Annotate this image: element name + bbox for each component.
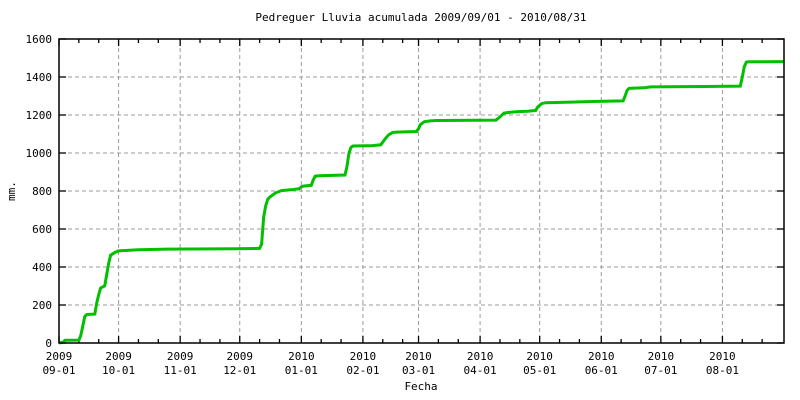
plot-border (58, 38, 785, 344)
data-series (58, 60, 785, 345)
x-tick-label-year: 2010 (288, 350, 315, 363)
x-tick-label-year: 2010 (350, 350, 377, 363)
x-axis-label: Fecha (404, 380, 437, 393)
x-tick-label-date: 11-01 (164, 364, 197, 377)
y-tick-label: 800 (32, 185, 52, 198)
x-tick-label-date: 06-01 (585, 364, 618, 377)
x-tick-label-year: 2010 (526, 350, 553, 363)
y-tick-label: 600 (32, 223, 52, 236)
x-tick-label-year: 2009 (46, 350, 73, 363)
tick-labels: 02004006008001000120014001600200909-0120… (26, 33, 739, 377)
y-tick-label: 1000 (26, 147, 53, 160)
x-tick-label-date: 07-01 (644, 364, 677, 377)
chart-title: Pedreguer Lluvia acumulada 2009/09/01 - … (255, 11, 586, 24)
x-tick-label-year: 2010 (709, 350, 736, 363)
x-tick-label-year: 2010 (648, 350, 675, 363)
x-tick-label-date: 04-01 (464, 364, 497, 377)
rainfall-line (58, 60, 785, 345)
gridlines (61, 41, 782, 341)
y-tick-label: 1200 (26, 109, 53, 122)
x-tick-label-date: 02-01 (346, 364, 379, 377)
x-tick-label-date: 03-01 (402, 364, 435, 377)
y-tick-label: 400 (32, 261, 52, 274)
y-tick-label: 200 (32, 299, 52, 312)
x-tick-label-year: 2010 (588, 350, 615, 363)
x-tick-label-date: 08-01 (706, 364, 739, 377)
x-tick-label-year: 2009 (167, 350, 194, 363)
y-tick-label: 1400 (26, 71, 53, 84)
x-tick-label-year: 2009 (105, 350, 132, 363)
x-tick-label-date: 01-01 (285, 364, 318, 377)
y-axis-label: mm. (5, 181, 18, 201)
x-tick-label-year: 2010 (467, 350, 494, 363)
x-tick-label-date: 09-01 (42, 364, 75, 377)
x-tick-label-date: 12-01 (223, 364, 256, 377)
x-tick-label-year: 2010 (405, 350, 432, 363)
y-tick-label: 1600 (26, 33, 53, 46)
y-tick-label: 0 (45, 337, 52, 350)
x-tick-label-date: 10-01 (102, 364, 135, 377)
x-tick-label-date: 05-01 (523, 364, 556, 377)
x-tick-label-year: 2009 (227, 350, 254, 363)
